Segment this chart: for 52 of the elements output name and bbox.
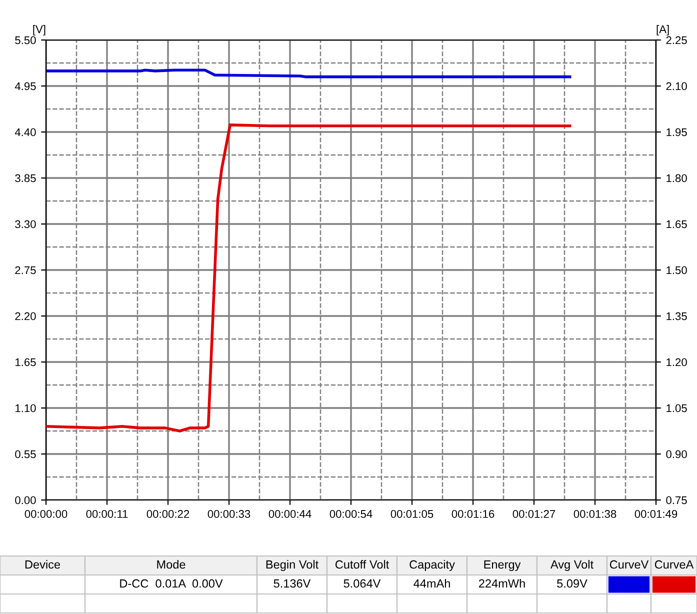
y-tick-label: 0.00 (15, 496, 36, 504)
x-tick-label: 00:00:54 (330, 510, 372, 518)
line-series (46, 124, 572, 432)
y-tick-label: 0.55 (15, 450, 36, 458)
y2-tick-label: 1.65 (666, 220, 687, 228)
y2-tick-label: 1.95 (666, 128, 687, 136)
x-tick-label: 00:00:00 (24, 510, 68, 518)
text: Cutoff Volt (335, 560, 390, 569)
x-tick-label: 00:01:38 (574, 510, 616, 518)
text: 5.09V (557, 579, 588, 588)
y2-tick-label: 0.75 (666, 496, 687, 504)
text: 5.064V (344, 579, 381, 588)
y-tick-label: 5.50 (15, 36, 36, 44)
y-tick-label: 1.10 (16, 404, 36, 412)
text: Energy (484, 560, 521, 572)
x-tick-label: 00:01:05 (390, 510, 434, 518)
x-tick-label: 00:01:49 (634, 510, 678, 518)
y2-tick-label: 2.10 (666, 82, 687, 90)
y2-tick-label: 2.25 (666, 36, 687, 44)
y-tick-label: 3.85 (15, 174, 36, 182)
text: CurveV (610, 560, 649, 569)
y2-axis-title: [A] (656, 25, 669, 36)
text: Mode (157, 560, 186, 569)
text: 5.136V (274, 579, 311, 588)
y2-tick-label: 1.80 (666, 174, 687, 182)
text: Device (25, 560, 60, 569)
text: Capacity (410, 560, 455, 572)
text: Avg Volt (550, 560, 594, 572)
y2-tick-label: 0.90 (666, 450, 687, 458)
y-tick-label: 1.65 (16, 358, 36, 366)
text: 224mWh (478, 578, 525, 588)
y2-tick-label: 1.20 (666, 358, 687, 366)
x-tick-label: 00:00:33 (208, 510, 250, 518)
x-tick-label: 00:01:27 (512, 510, 556, 518)
text: 44mAh (414, 578, 450, 588)
y2-tick-label: 1.50 (666, 266, 687, 274)
y2-tick-label: 1.05 (666, 404, 687, 412)
y-tick-label: 4.40 (14, 128, 36, 136)
y-tick-label: 4.95 (14, 82, 36, 90)
y-tick-label: 2.20 (15, 312, 36, 320)
text: CurveA (654, 560, 694, 569)
y-axis-title: [V] (33, 25, 46, 36)
text: D-CC 0.01A 0.00V (120, 579, 223, 588)
x-tick-label: 00:00:44 (268, 510, 312, 518)
x-tick-label: 00:00:22 (146, 510, 190, 518)
text: Begin Volt (266, 560, 318, 572)
x-tick-label: 00:01:16 (452, 510, 494, 518)
line-series (46, 68, 572, 78)
y-tick-label: 3.30 (15, 220, 36, 228)
y2-tick-label: 1.35 (666, 312, 687, 320)
y-tick-label: 2.75 (15, 266, 36, 274)
x-tick-label: 00:00:11 (86, 510, 128, 518)
